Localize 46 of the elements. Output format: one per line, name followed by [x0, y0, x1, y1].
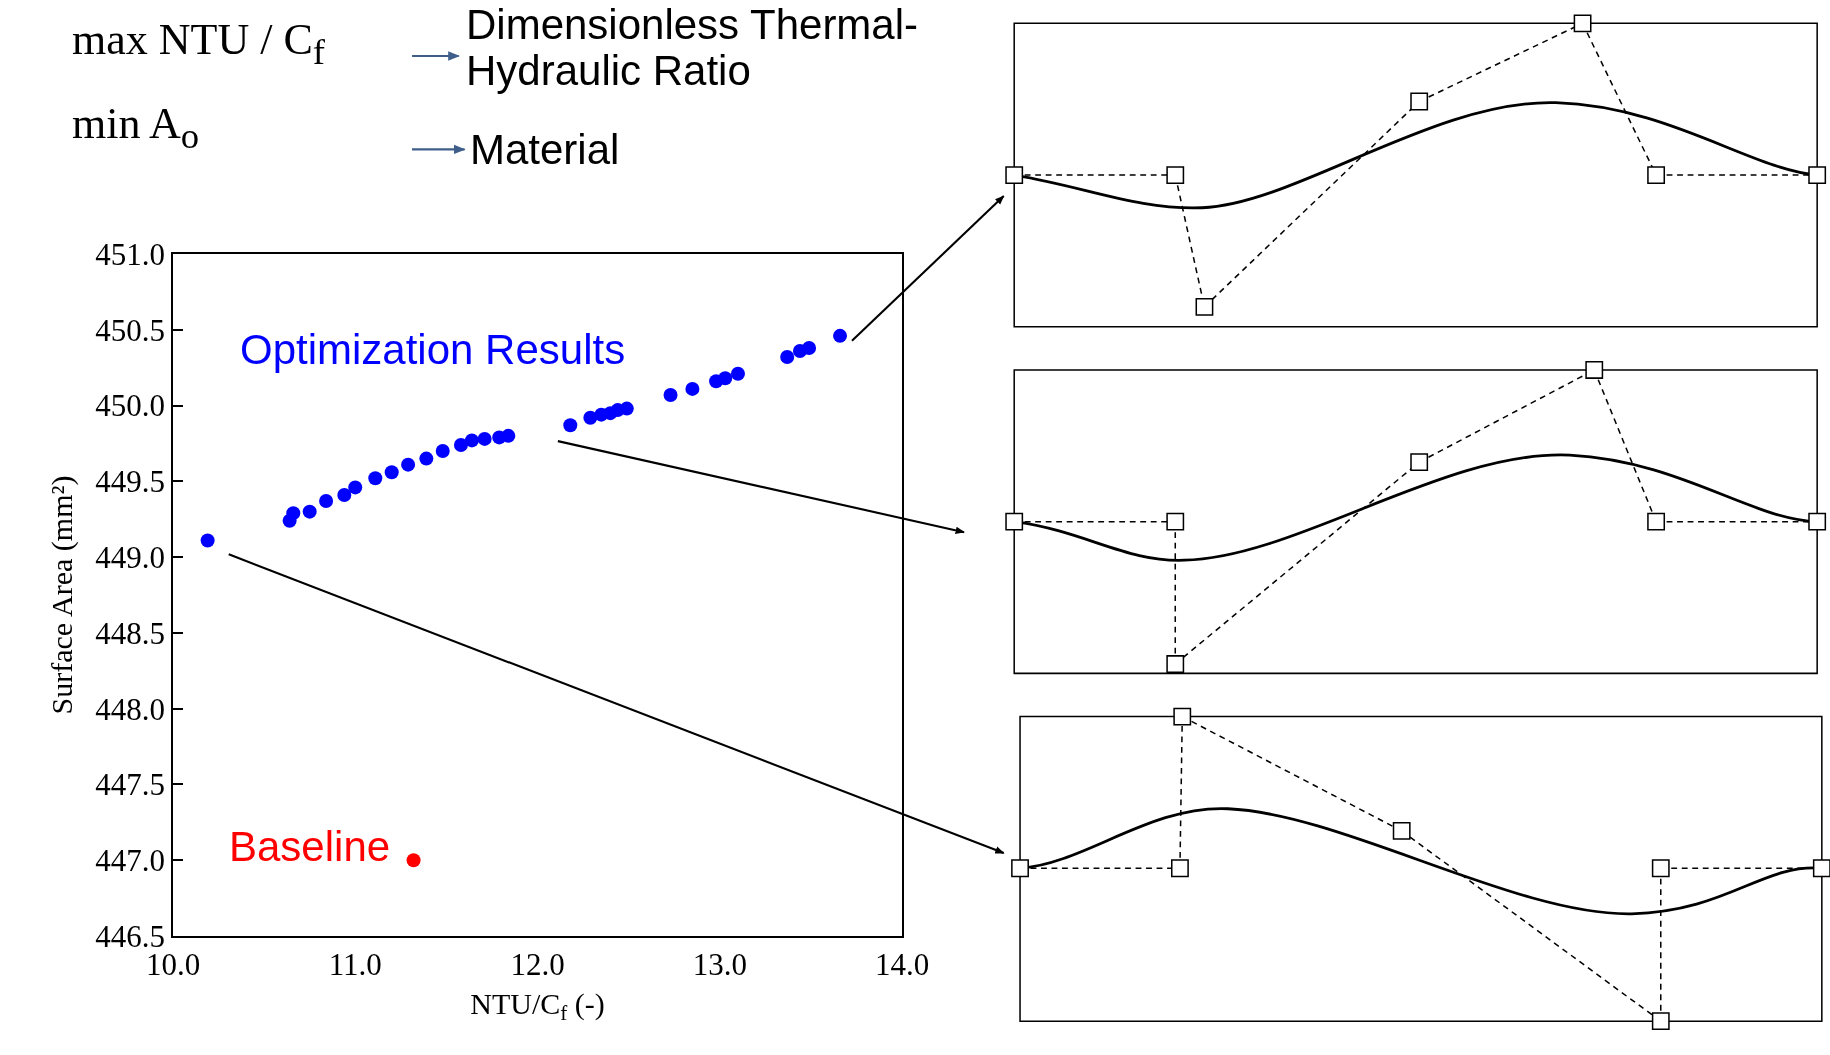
- point: [563, 418, 578, 433]
- text: min A$_{o}$: [72, 98, 200, 157]
- point: [368, 471, 383, 486]
- point: [337, 487, 352, 502]
- point: [200, 533, 215, 548]
- point: [286, 506, 301, 521]
- x-tick-label: 12.0: [510, 946, 565, 982]
- y-tick-label: 448.5: [95, 615, 166, 651]
- y-tick-label: 450.0: [95, 388, 166, 424]
- point: [406, 853, 421, 868]
- point: [685, 381, 700, 396]
- text: Dimensionless Thermal-Hydraulic Ratio: [466, 1, 920, 95]
- point: [718, 371, 733, 386]
- point: [401, 457, 416, 472]
- x-axis-title: NTU/C$_{f}$ (-): [470, 986, 605, 1026]
- y-tick-label: 449.0: [95, 539, 166, 575]
- point: [833, 328, 848, 343]
- point: [619, 401, 634, 416]
- point: [477, 431, 492, 446]
- point: [464, 433, 479, 448]
- x-tick-label: 14.0: [874, 946, 930, 982]
- x-tick-label: 13.0: [692, 946, 747, 982]
- point: [663, 387, 678, 402]
- y-tick-label: 450.5: [95, 312, 166, 348]
- text: Material: [470, 126, 620, 174]
- y-tick-label: 449.5: [95, 464, 166, 500]
- text: max NTU / C$_{f}$: [72, 14, 325, 73]
- y-tick-label: 451.0: [95, 236, 166, 272]
- point: [348, 480, 363, 495]
- series-label: Baseline: [229, 823, 391, 870]
- point: [384, 465, 399, 480]
- point: [501, 428, 516, 443]
- point: [319, 494, 334, 509]
- x-tick-label: 11.0: [328, 946, 382, 982]
- y-tick-label: 447.5: [95, 767, 166, 803]
- point: [730, 366, 745, 381]
- y-tick-label: 448.0: [95, 691, 166, 727]
- point: [453, 437, 468, 452]
- y-tick-label: 447.0: [95, 843, 166, 879]
- point: [780, 350, 795, 365]
- point: [302, 504, 317, 519]
- y-axis-title: Surface Area (mm²): [44, 475, 79, 715]
- series-label: Optimization Results: [240, 326, 626, 373]
- point: [802, 340, 817, 355]
- point: [435, 444, 450, 459]
- point: [419, 451, 434, 466]
